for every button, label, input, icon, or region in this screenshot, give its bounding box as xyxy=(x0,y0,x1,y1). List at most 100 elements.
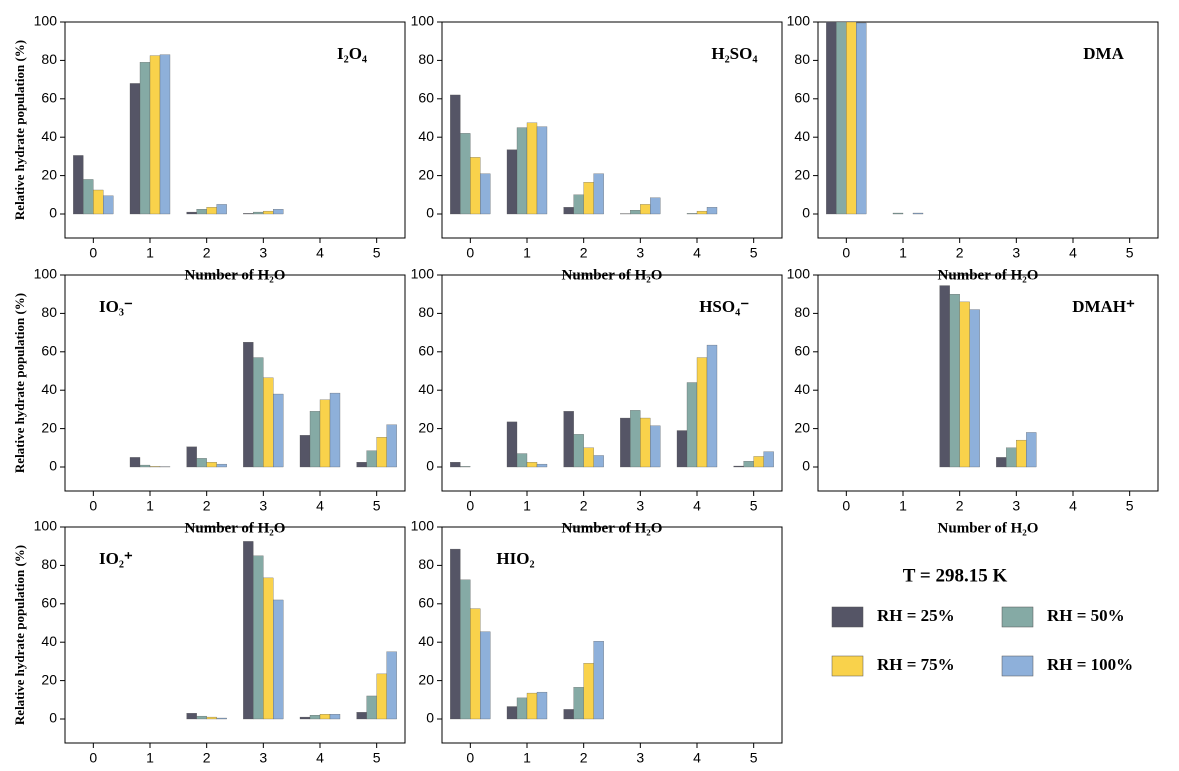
bar xyxy=(1016,439,1027,468)
legend-label: RH = 75% xyxy=(877,655,955,674)
bar xyxy=(563,207,574,215)
x-tick-label: 4 xyxy=(316,498,324,514)
bar xyxy=(206,716,217,720)
x-tick-label: 1 xyxy=(146,245,154,261)
chart-title: HSO₄⁻ xyxy=(699,297,749,316)
bar xyxy=(216,717,227,720)
x-tick-label: 0 xyxy=(842,245,850,261)
bar xyxy=(149,466,161,468)
bar xyxy=(273,599,284,720)
bar xyxy=(506,149,518,215)
y-tick-label: 60 xyxy=(794,90,810,106)
bar xyxy=(763,451,774,468)
bar xyxy=(753,456,764,468)
y-tick-label: 100 xyxy=(787,266,811,282)
bar xyxy=(696,210,708,215)
bar xyxy=(319,714,331,720)
bar xyxy=(253,555,264,720)
chart-title: IO₂⁺ xyxy=(99,549,133,568)
bar xyxy=(583,447,594,468)
x-tick-label: 0 xyxy=(89,498,97,514)
x-tick-label: 2 xyxy=(580,245,588,261)
x-tick-label: 3 xyxy=(259,498,267,514)
y-axis-label: Relative hydrate population (%) xyxy=(12,293,27,473)
bar xyxy=(506,706,518,720)
x-tick-label: 0 xyxy=(89,245,97,261)
bar xyxy=(563,709,574,720)
bar xyxy=(573,194,584,215)
y-tick-label: 0 xyxy=(802,205,810,221)
x-tick-label: 4 xyxy=(693,750,701,766)
bar xyxy=(996,457,1007,468)
y-tick-label: 0 xyxy=(49,710,57,726)
bar xyxy=(826,21,837,215)
x-tick-label: 4 xyxy=(693,245,701,261)
x-tick-label: 1 xyxy=(523,750,531,766)
plot-frame xyxy=(817,21,1159,239)
bar xyxy=(253,357,264,468)
x-tick-label: 1 xyxy=(523,498,531,514)
bar xyxy=(329,714,341,720)
y-tick-label: 40 xyxy=(794,128,810,144)
bar xyxy=(470,608,481,720)
bar xyxy=(450,548,461,720)
bar xyxy=(1026,432,1037,468)
legend-label: RH = 100% xyxy=(1047,655,1133,674)
bar xyxy=(856,22,867,215)
y-tick-label: 20 xyxy=(794,419,810,435)
y-tick-label: 40 xyxy=(41,633,57,649)
y-tick-label: 40 xyxy=(41,128,57,144)
bar xyxy=(366,450,377,468)
y-tick-label: 20 xyxy=(418,671,434,687)
bar xyxy=(583,663,594,720)
bar xyxy=(299,716,311,720)
bar xyxy=(506,421,518,468)
y-tick-label: 80 xyxy=(418,556,434,572)
bar xyxy=(356,712,367,720)
x-tick-label: 0 xyxy=(466,245,474,261)
x-tick-label: 2 xyxy=(580,498,588,514)
bar xyxy=(686,382,698,468)
x-tick-label: 4 xyxy=(316,245,324,261)
bar xyxy=(460,579,471,720)
bar xyxy=(836,21,847,215)
bar xyxy=(139,464,151,468)
x-tick-label: 4 xyxy=(316,750,324,766)
bar xyxy=(356,462,367,468)
plot-frame xyxy=(441,526,783,744)
bar xyxy=(309,411,321,468)
y-tick-label: 60 xyxy=(418,90,434,106)
y-tick-label: 80 xyxy=(41,556,57,572)
legend-swatch xyxy=(1001,606,1034,628)
bar xyxy=(536,126,548,215)
bar xyxy=(949,294,960,468)
legend-swatch xyxy=(831,606,864,628)
bar xyxy=(573,687,584,720)
legend-label: RH = 25% xyxy=(877,606,955,625)
bar xyxy=(640,204,651,215)
x-tick-label: 4 xyxy=(1069,245,1077,261)
y-tick-label: 20 xyxy=(418,166,434,182)
bar xyxy=(386,651,397,720)
bar xyxy=(696,357,708,468)
plot-frame xyxy=(817,274,1159,492)
x-tick-label: 4 xyxy=(693,498,701,514)
y-axis-label: Relative hydrate population (%) xyxy=(12,40,27,220)
bar xyxy=(376,673,387,720)
chart-title: I₂O₄ xyxy=(337,44,367,63)
bar xyxy=(706,344,718,468)
x-tick-label: 2 xyxy=(203,750,211,766)
bar xyxy=(516,697,528,720)
bar xyxy=(243,213,254,215)
chart-title: DMAH⁺ xyxy=(1072,297,1135,316)
y-tick-label: 20 xyxy=(794,166,810,182)
x-tick-label: 1 xyxy=(899,245,907,261)
x-tick-label: 2 xyxy=(956,498,964,514)
bar xyxy=(299,435,311,468)
bar xyxy=(263,577,274,720)
bar xyxy=(253,211,264,215)
x-tick-label: 3 xyxy=(1012,498,1020,514)
bar xyxy=(536,691,548,720)
y-tick-label: 60 xyxy=(418,343,434,359)
y-tick-label: 80 xyxy=(418,51,434,67)
